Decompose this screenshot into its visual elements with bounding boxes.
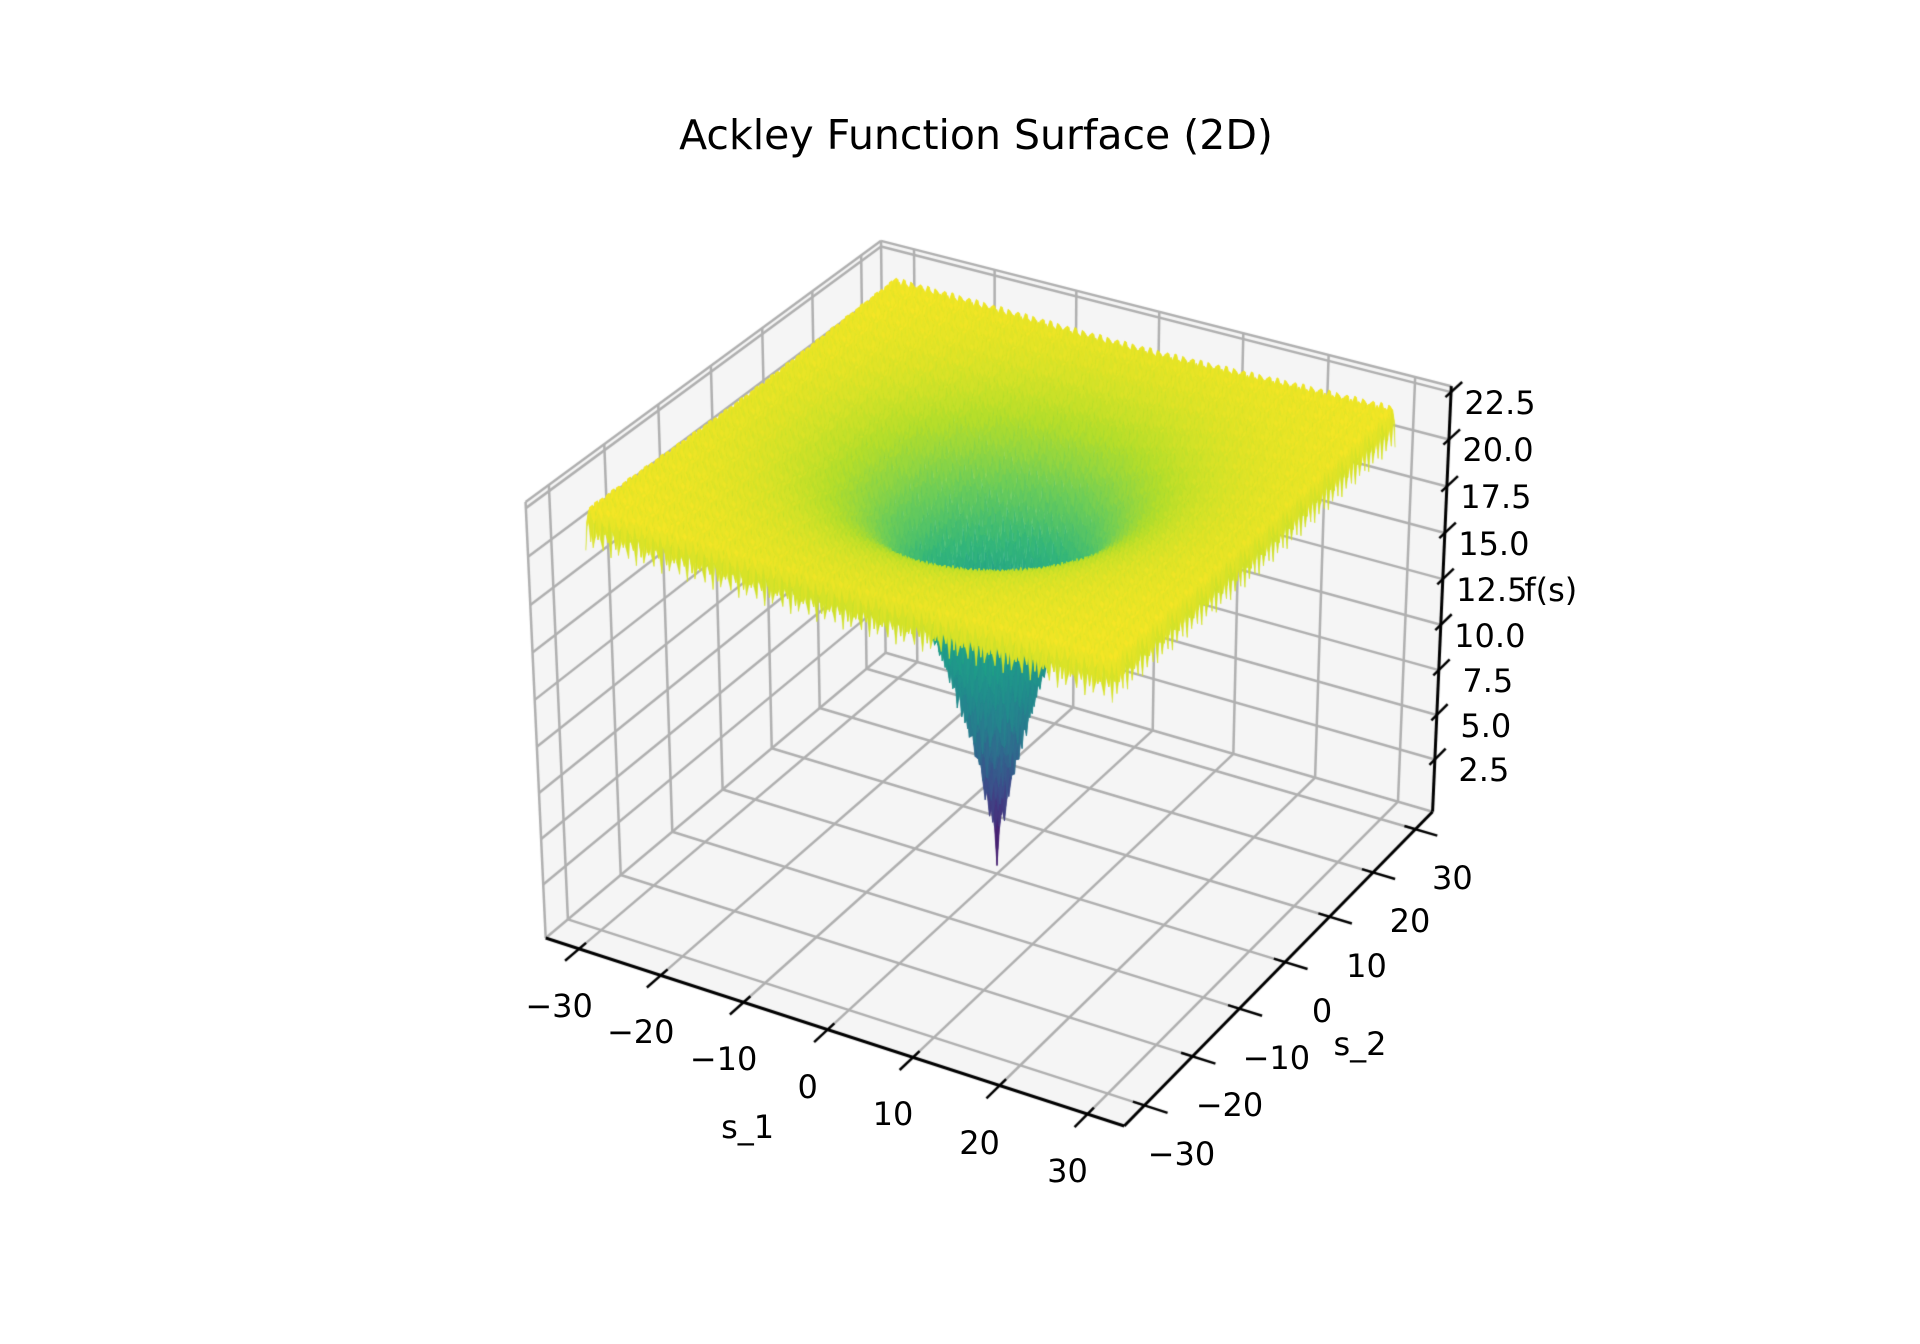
x-tick-label: 20 bbox=[959, 1123, 1000, 1162]
y-tick-label: −20 bbox=[1195, 1086, 1264, 1125]
x-tick-label: 0 bbox=[797, 1067, 818, 1106]
z-tick-label: 2.5 bbox=[1458, 751, 1510, 790]
z-tick-label: 5.0 bbox=[1460, 706, 1512, 745]
y-tick-label: 30 bbox=[1431, 859, 1473, 898]
x-axis-label: s_1 bbox=[721, 1107, 775, 1146]
z-axis-label: f(s) bbox=[1524, 571, 1578, 610]
y-tick-label: 20 bbox=[1389, 902, 1431, 941]
y-tick-label: 0 bbox=[1311, 992, 1333, 1031]
y-tick-label: −30 bbox=[1147, 1135, 1216, 1174]
x-tick-label: −20 bbox=[606, 1013, 675, 1052]
y-tick-label: −10 bbox=[1242, 1038, 1311, 1077]
y-axis-label: s_2 bbox=[1333, 1025, 1387, 1064]
z-tick-label: 12.5 bbox=[1456, 571, 1528, 610]
z-tick-label: 20.0 bbox=[1462, 431, 1534, 470]
x-tick-label: 10 bbox=[872, 1095, 914, 1134]
z-tick-label: 10.0 bbox=[1454, 616, 1526, 655]
z-tick-label: 22.5 bbox=[1464, 384, 1536, 423]
z-tick-label: 15.0 bbox=[1458, 524, 1530, 563]
x-tick-label: −10 bbox=[689, 1040, 758, 1079]
x-tick-label: 30 bbox=[1047, 1152, 1088, 1191]
z-tick-label: 7.5 bbox=[1462, 662, 1514, 701]
y-tick-label: 10 bbox=[1346, 946, 1387, 985]
chart-title: Ackley Function Surface (2D) bbox=[679, 111, 1273, 159]
z-tick-label: 17.5 bbox=[1460, 478, 1532, 517]
x-tick-label: −30 bbox=[525, 986, 593, 1025]
